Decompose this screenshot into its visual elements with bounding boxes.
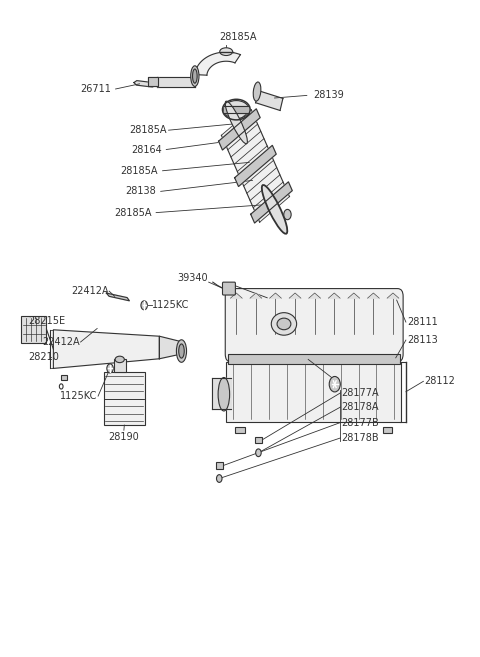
Text: 28185A: 28185A <box>114 208 152 217</box>
FancyBboxPatch shape <box>225 288 403 362</box>
Circle shape <box>216 474 222 482</box>
Ellipse shape <box>191 66 199 87</box>
Polygon shape <box>368 293 379 298</box>
Circle shape <box>256 449 261 457</box>
Ellipse shape <box>218 378 229 411</box>
FancyBboxPatch shape <box>114 359 126 373</box>
Ellipse shape <box>179 344 184 358</box>
FancyBboxPatch shape <box>104 373 144 425</box>
Text: 28185A: 28185A <box>120 166 158 176</box>
FancyBboxPatch shape <box>61 375 67 380</box>
Text: 22412A: 22412A <box>42 337 80 347</box>
Text: 28164: 28164 <box>131 145 162 154</box>
Polygon shape <box>159 336 180 359</box>
Text: 1125KC: 1125KC <box>152 300 189 310</box>
Ellipse shape <box>177 340 187 362</box>
Polygon shape <box>218 109 260 150</box>
Polygon shape <box>212 378 231 409</box>
Ellipse shape <box>225 101 247 144</box>
Text: 22412A: 22412A <box>71 286 108 296</box>
Polygon shape <box>221 110 289 222</box>
Polygon shape <box>328 293 340 298</box>
Ellipse shape <box>262 185 288 234</box>
Text: 28113: 28113 <box>407 335 438 345</box>
Text: 28210: 28210 <box>28 352 59 362</box>
Text: 26711: 26711 <box>80 84 111 94</box>
FancyBboxPatch shape <box>223 282 235 295</box>
Polygon shape <box>235 145 276 187</box>
Polygon shape <box>251 182 292 223</box>
Polygon shape <box>309 293 321 298</box>
Polygon shape <box>230 293 242 298</box>
FancyBboxPatch shape <box>21 315 47 343</box>
Circle shape <box>107 364 113 373</box>
Text: 28138: 28138 <box>125 187 156 196</box>
Text: 28185A: 28185A <box>129 125 166 135</box>
Polygon shape <box>289 293 301 298</box>
Polygon shape <box>195 52 240 75</box>
Polygon shape <box>348 293 360 298</box>
Polygon shape <box>256 91 283 110</box>
Circle shape <box>141 301 147 310</box>
Text: 28177A: 28177A <box>341 388 379 398</box>
Ellipse shape <box>253 82 261 101</box>
Circle shape <box>329 376 340 392</box>
Polygon shape <box>250 293 262 298</box>
Text: 39340: 39340 <box>177 273 208 283</box>
Text: 28185A: 28185A <box>219 32 256 42</box>
Circle shape <box>284 210 291 219</box>
Ellipse shape <box>277 318 291 330</box>
Text: 1125KC: 1125KC <box>60 391 97 401</box>
FancyBboxPatch shape <box>255 437 262 443</box>
Text: 28111: 28111 <box>407 317 438 327</box>
Polygon shape <box>270 293 281 298</box>
Polygon shape <box>53 330 159 369</box>
Polygon shape <box>107 293 130 301</box>
Text: 28139: 28139 <box>314 91 345 101</box>
FancyBboxPatch shape <box>383 427 392 434</box>
Polygon shape <box>148 78 158 86</box>
Polygon shape <box>134 81 156 87</box>
FancyBboxPatch shape <box>235 427 245 434</box>
Text: 28190: 28190 <box>108 432 139 442</box>
Text: 28171: 28171 <box>308 354 339 365</box>
Ellipse shape <box>271 313 297 335</box>
Ellipse shape <box>192 69 197 83</box>
Text: 28177B: 28177B <box>341 417 379 428</box>
Text: 28178A: 28178A <box>341 402 379 412</box>
Polygon shape <box>224 106 249 114</box>
Ellipse shape <box>115 356 124 363</box>
Ellipse shape <box>224 101 249 119</box>
Ellipse shape <box>220 48 233 55</box>
Text: 28112: 28112 <box>424 376 455 386</box>
FancyBboxPatch shape <box>226 361 401 422</box>
Polygon shape <box>157 77 195 87</box>
FancyBboxPatch shape <box>228 354 400 364</box>
Text: 28178B: 28178B <box>341 433 379 443</box>
Text: 28215E: 28215E <box>28 316 65 326</box>
Polygon shape <box>387 293 399 298</box>
FancyBboxPatch shape <box>216 463 223 469</box>
